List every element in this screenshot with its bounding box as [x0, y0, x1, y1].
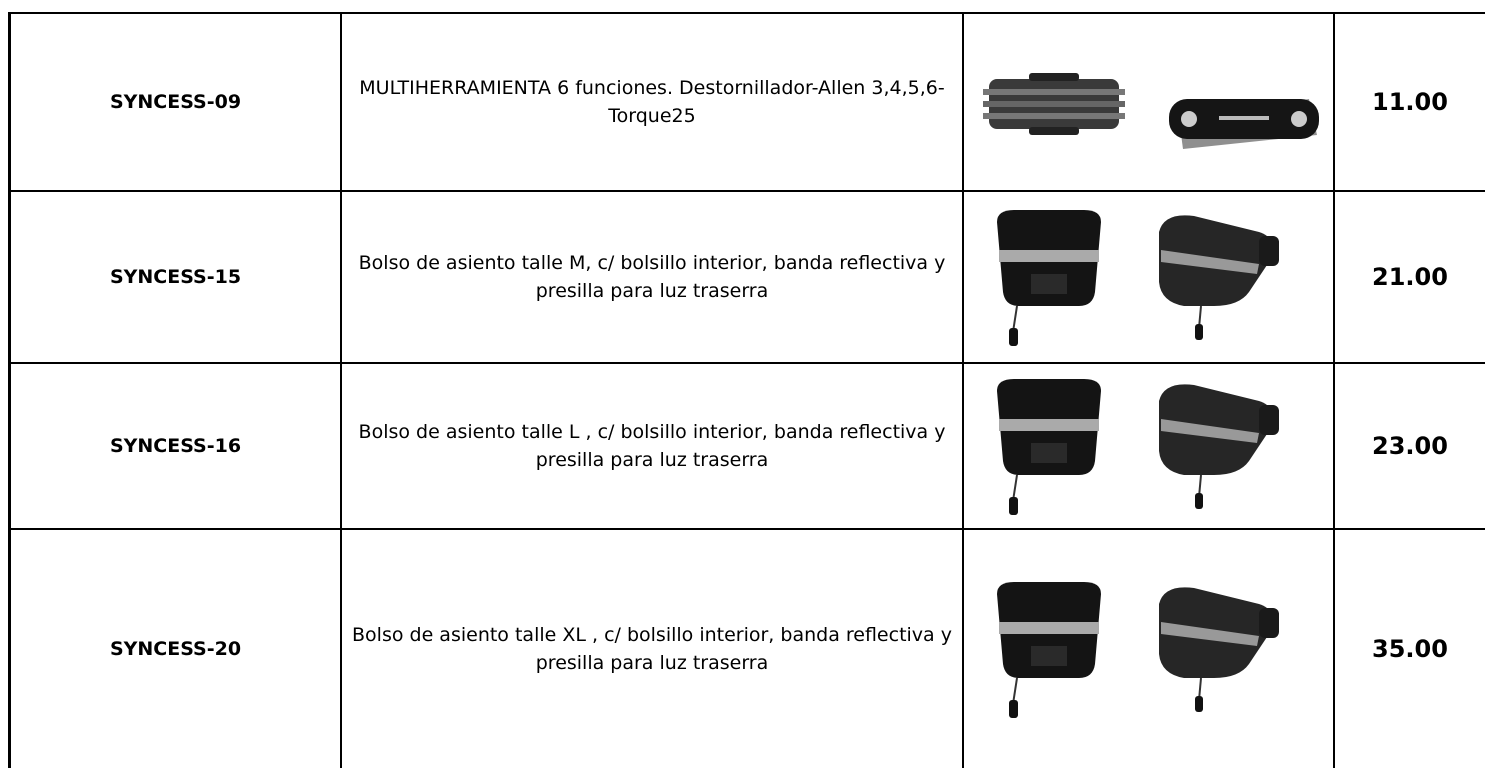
- product-description: Bolso de asiento talle M, c/ bolsillo in…: [340, 192, 962, 362]
- product-code: SYNCESS-16: [8, 364, 340, 528]
- product-code: SYNCESS-20: [8, 530, 340, 768]
- product-description: MULTIHERRAMIENTA 6 funciones. Destornill…: [340, 14, 962, 190]
- product-description: Bolso de asiento talle L , c/ bolsillo i…: [340, 364, 962, 528]
- product-code: SYNCESS-09: [8, 14, 340, 190]
- product-image-cell: [962, 364, 1333, 528]
- product-image: [982, 73, 1319, 149]
- product-price: 35.00: [1333, 530, 1485, 768]
- table-row: SYNCESS-16 Bolso de asiento talle L , c/ …: [8, 362, 1485, 528]
- seat-bag-back: [996, 210, 1101, 346]
- product-image: [996, 210, 1279, 346]
- seat-bag-back: [996, 582, 1101, 718]
- product-image: [996, 379, 1279, 515]
- product-image-cell: [962, 192, 1333, 362]
- table-row: SYNCESS-20 Bolso de asiento talle XL , c/…: [8, 528, 1485, 768]
- product-price: 21.00: [1333, 192, 1485, 362]
- table-row: SYNCESS-15 Bolso de asiento talle M, c/ b…: [8, 190, 1485, 362]
- seat-bag-side: [1158, 215, 1279, 340]
- product-price: 11.00: [1333, 14, 1485, 190]
- product-code: SYNCESS-15: [8, 192, 340, 362]
- product-image-cell: [962, 530, 1333, 768]
- multitool-side: [982, 73, 1125, 135]
- multitool-top: [1168, 99, 1319, 149]
- seat-bag-side: [1158, 587, 1279, 712]
- product-price: 23.00: [1333, 364, 1485, 528]
- product-description: Bolso de asiento talle XL , c/ bolsillo …: [340, 530, 962, 768]
- product-image: [996, 582, 1279, 718]
- table-row: SYNCESS-09 MULTIHERRAMIENTA 6 funciones. …: [8, 12, 1485, 190]
- product-image-cell: [962, 14, 1333, 190]
- seat-bag-side: [1158, 384, 1279, 509]
- seat-bag-back: [996, 379, 1101, 515]
